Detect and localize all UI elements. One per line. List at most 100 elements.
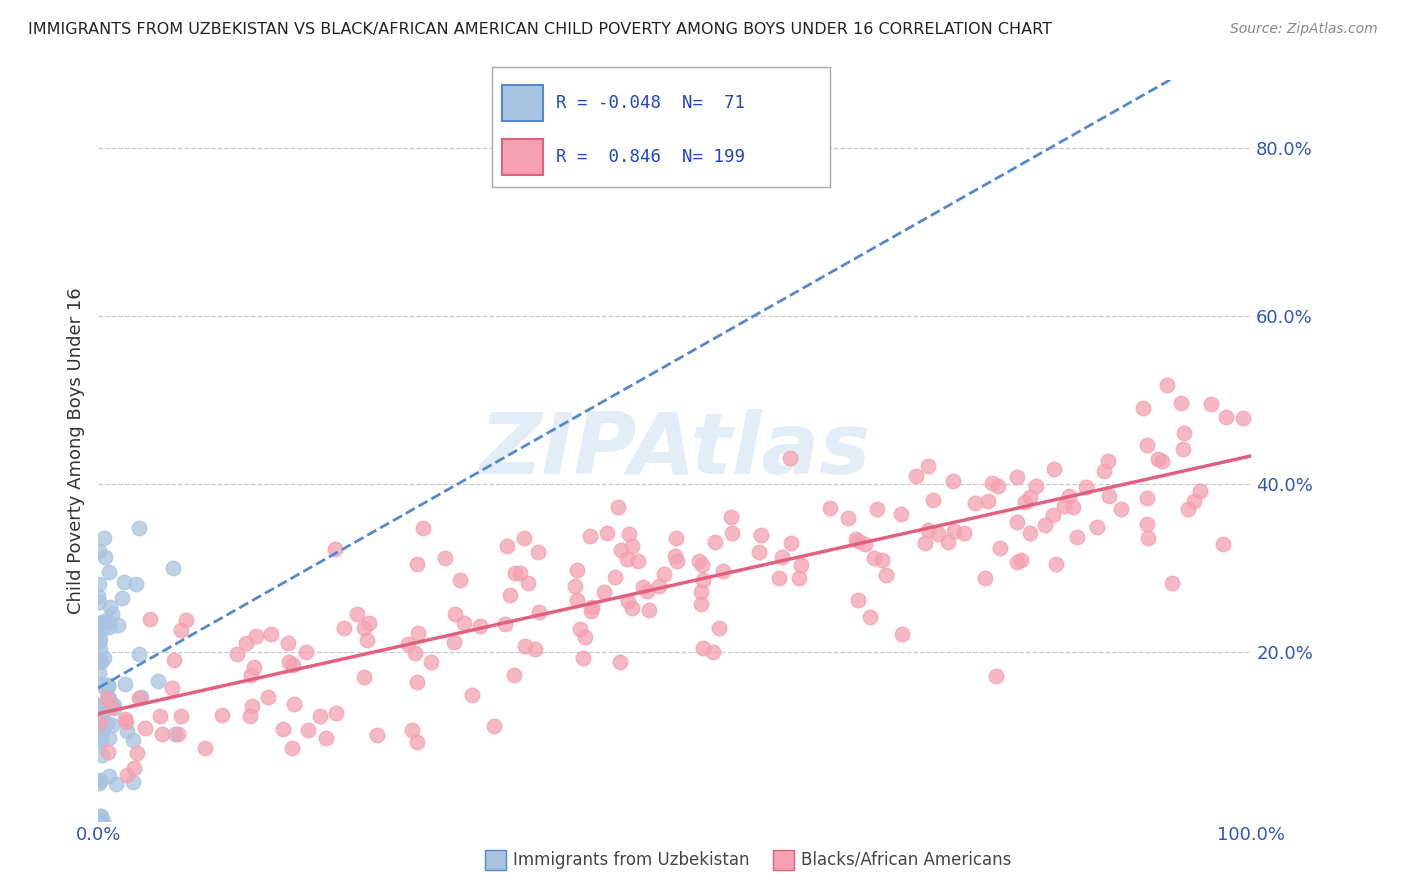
Point: [87, 618, 110, 632]
Point: [167, 726, 190, 740]
Point: [569, 622, 592, 636]
Point: [245, 629, 267, 643]
Point: [987, 479, 1010, 493]
Point: [779, 535, 801, 549]
Point: [271, 723, 294, 737]
Point: [100, 718, 122, 732]
Point: [240, 698, 263, 713]
Point: [115, 723, 138, 738]
Point: [443, 635, 465, 649]
Point: [720, 510, 742, 524]
Point: [1215, 410, 1237, 425]
Point: [1018, 490, 1040, 504]
Point: [702, 645, 724, 659]
Point: [845, 532, 868, 546]
Point: [977, 493, 1000, 508]
Point: [565, 592, 588, 607]
Point: [515, 639, 537, 653]
Point: [87, 698, 110, 712]
Point: [239, 709, 262, 723]
Point: [98, 692, 121, 706]
Point: [87, 577, 110, 591]
Point: [128, 690, 150, 705]
Point: [848, 593, 870, 607]
Point: [103, 698, 125, 713]
Point: [1066, 530, 1088, 544]
Point: [936, 534, 959, 549]
Point: [636, 584, 658, 599]
Point: [1045, 557, 1067, 571]
Point: [433, 550, 456, 565]
Point: [152, 727, 174, 741]
Point: [283, 697, 305, 711]
Point: [1136, 516, 1159, 531]
Point: [89, 814, 111, 828]
Point: [323, 542, 346, 557]
Point: [121, 732, 143, 747]
Point: [93, 531, 115, 545]
Point: [356, 633, 378, 648]
Point: [1097, 454, 1119, 468]
Point: [112, 575, 135, 590]
Point: [865, 502, 887, 516]
Point: [277, 636, 299, 650]
Point: [97, 745, 120, 759]
Point: [1005, 515, 1028, 529]
Point: [579, 529, 602, 543]
Point: [114, 677, 136, 691]
Point: [122, 775, 145, 789]
Point: [637, 602, 659, 616]
Point: [325, 706, 347, 720]
Point: [711, 565, 734, 579]
Point: [688, 554, 710, 568]
Point: [596, 525, 619, 540]
Point: [529, 605, 551, 619]
Point: [952, 525, 974, 540]
Point: [574, 631, 596, 645]
Point: [105, 777, 128, 791]
Point: [93, 614, 115, 628]
Point: [1057, 489, 1080, 503]
Point: [91, 711, 114, 725]
Point: [419, 656, 441, 670]
Point: [100, 700, 122, 714]
Point: [1014, 494, 1036, 508]
Point: [917, 524, 939, 538]
Point: [89, 776, 111, 790]
Point: [616, 552, 638, 566]
Text: Blacks/African Americans: Blacks/African Americans: [801, 851, 1012, 869]
Point: [115, 715, 138, 730]
Point: [690, 584, 713, 599]
Point: [406, 625, 429, 640]
Point: [1018, 525, 1040, 540]
Point: [1136, 491, 1159, 505]
Text: IMMIGRANTS FROM UZBEKISTAN VS BLACK/AFRICAN AMERICAN CHILD POVERTY AMONG BOYS UN: IMMIGRANTS FROM UZBEKISTAN VS BLACK/AFRI…: [28, 22, 1052, 37]
Point: [97, 678, 120, 692]
Point: [721, 526, 744, 541]
Point: [170, 623, 193, 637]
Point: [97, 690, 120, 705]
Point: [90, 725, 112, 739]
Point: [89, 641, 111, 656]
Point: [846, 534, 869, 549]
Point: [1111, 501, 1133, 516]
Point: [927, 527, 949, 541]
Point: [818, 500, 841, 515]
Point: [87, 652, 110, 666]
Point: [692, 640, 714, 655]
Point: [283, 658, 305, 673]
Point: [297, 723, 319, 737]
Point: [1042, 462, 1064, 476]
Point: [505, 566, 527, 580]
Point: [295, 645, 318, 659]
Point: [1161, 575, 1184, 590]
Point: [211, 708, 233, 723]
Point: [257, 690, 280, 704]
Point: [90, 615, 112, 630]
Point: [516, 576, 538, 591]
Point: [965, 496, 987, 510]
Point: [503, 668, 526, 682]
Point: [97, 679, 120, 693]
Point: [89, 732, 111, 747]
Point: [461, 689, 484, 703]
